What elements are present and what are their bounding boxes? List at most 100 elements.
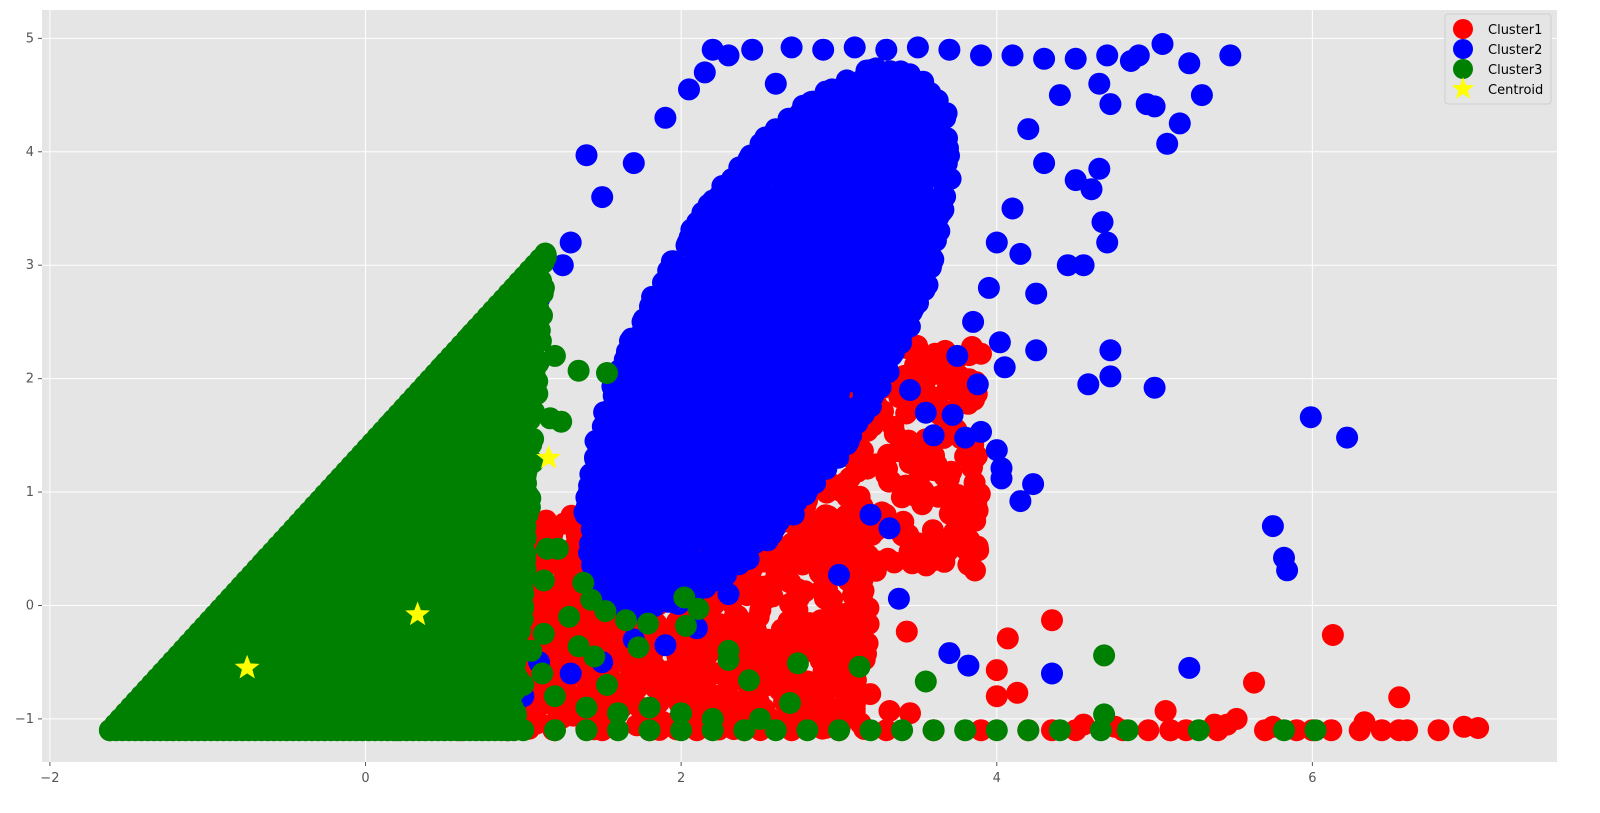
cluster1-point	[777, 610, 800, 633]
cluster2-point	[954, 426, 977, 449]
cluster2-point	[887, 208, 910, 231]
cluster2-point	[654, 634, 677, 657]
cluster1-point	[700, 683, 723, 706]
cluster2-point	[879, 60, 902, 83]
cluster2-point	[1001, 44, 1024, 67]
cluster2-point	[748, 343, 771, 366]
cluster2-point	[818, 450, 841, 473]
cluster2-point	[896, 88, 918, 111]
cluster1-point	[1388, 719, 1411, 742]
cluster1-point	[1467, 717, 1490, 739]
cluster1-point	[707, 618, 730, 641]
cluster2-point	[810, 169, 833, 191]
cluster2-point	[957, 654, 980, 677]
cluster2-point	[836, 433, 858, 456]
cluster1-point	[1041, 609, 1063, 632]
cluster2-point	[717, 281, 740, 304]
cluster2-point	[676, 426, 699, 449]
cluster1-point	[795, 533, 818, 556]
cluster2-point	[1025, 282, 1048, 305]
cluster1-point	[899, 702, 921, 725]
cluster2-point	[1336, 426, 1359, 449]
cluster2-point	[681, 404, 704, 427]
cluster2-point	[678, 78, 700, 101]
cluster1-point	[838, 613, 861, 636]
cluster2-point	[652, 449, 675, 472]
cluster1-point	[985, 685, 1008, 708]
cluster1-point	[963, 471, 986, 494]
cluster2-point	[583, 472, 606, 495]
cluster2-point	[742, 369, 764, 392]
cluster1-point	[1006, 681, 1029, 704]
cluster2-point	[1033, 47, 1056, 70]
cluster2-point	[764, 72, 787, 95]
cluster2-point	[796, 480, 819, 502]
cluster2-point	[803, 378, 826, 401]
cluster2-point	[654, 523, 677, 546]
cluster1-point	[911, 489, 934, 512]
cluster2-point	[797, 445, 820, 468]
cluster1-point	[1072, 713, 1095, 736]
cluster1-point	[816, 647, 839, 670]
cluster1-point	[895, 402, 918, 425]
cluster1-point	[749, 643, 771, 666]
cluster2-point	[734, 229, 757, 252]
cluster2-point	[1143, 376, 1166, 399]
cluster2-point	[906, 36, 929, 59]
cluster2-point	[1096, 231, 1119, 254]
cluster2-point	[774, 292, 797, 315]
cluster1-point	[878, 700, 901, 722]
cluster2-point	[613, 487, 636, 510]
cluster1-point	[717, 673, 740, 696]
cluster2-point	[938, 642, 961, 665]
cluster2-point	[1168, 112, 1191, 135]
cluster2-point	[559, 662, 582, 685]
cluster2-point	[723, 445, 746, 468]
cluster2-point	[803, 315, 826, 338]
cluster2-point	[922, 424, 945, 447]
cluster2-point	[1156, 132, 1179, 155]
cluster2-point	[741, 38, 764, 61]
cluster2-point	[761, 159, 784, 182]
cluster2-point	[1091, 211, 1114, 234]
cluster2-point	[749, 132, 772, 155]
cluster2-point	[1009, 242, 1032, 265]
cluster1-point	[895, 620, 918, 643]
cluster2-point	[602, 384, 625, 407]
cluster2-point	[993, 356, 1016, 379]
cluster2-point	[837, 182, 860, 205]
cluster2-point	[878, 517, 901, 540]
cluster2-point	[626, 549, 649, 572]
cluster1-point	[875, 719, 898, 742]
cluster2-point	[727, 426, 750, 449]
cluster2-point	[1025, 339, 1048, 362]
cluster1-point	[780, 719, 803, 742]
cluster2-point	[715, 474, 738, 497]
cluster1-point	[817, 505, 840, 528]
cluster1-point	[1159, 719, 1182, 742]
cluster1-point	[644, 655, 666, 678]
cluster1-point	[846, 682, 869, 705]
cluster2-point	[1099, 339, 1122, 362]
cluster1-point	[790, 672, 813, 695]
cluster1-point	[1320, 719, 1343, 742]
cluster2-point	[731, 532, 753, 554]
cluster1-point	[970, 719, 992, 742]
cluster1-point	[952, 498, 975, 521]
cluster2-point	[938, 38, 961, 61]
cluster2-point	[985, 231, 1008, 254]
cluster2-point	[693, 61, 716, 84]
cluster1-point	[822, 530, 845, 553]
cluster2-point	[786, 198, 809, 221]
cluster2-point	[600, 555, 623, 578]
cluster2-point	[861, 323, 884, 346]
cluster2-point	[643, 591, 666, 614]
cluster1-point	[957, 553, 980, 576]
cluster2-point	[829, 132, 852, 155]
cluster2-point	[1299, 406, 1322, 429]
cluster1-point	[804, 549, 827, 572]
cluster2-point	[843, 36, 866, 59]
cluster2-point	[711, 535, 734, 558]
cluster1-point	[883, 422, 906, 445]
cluster1-point	[1353, 711, 1376, 734]
